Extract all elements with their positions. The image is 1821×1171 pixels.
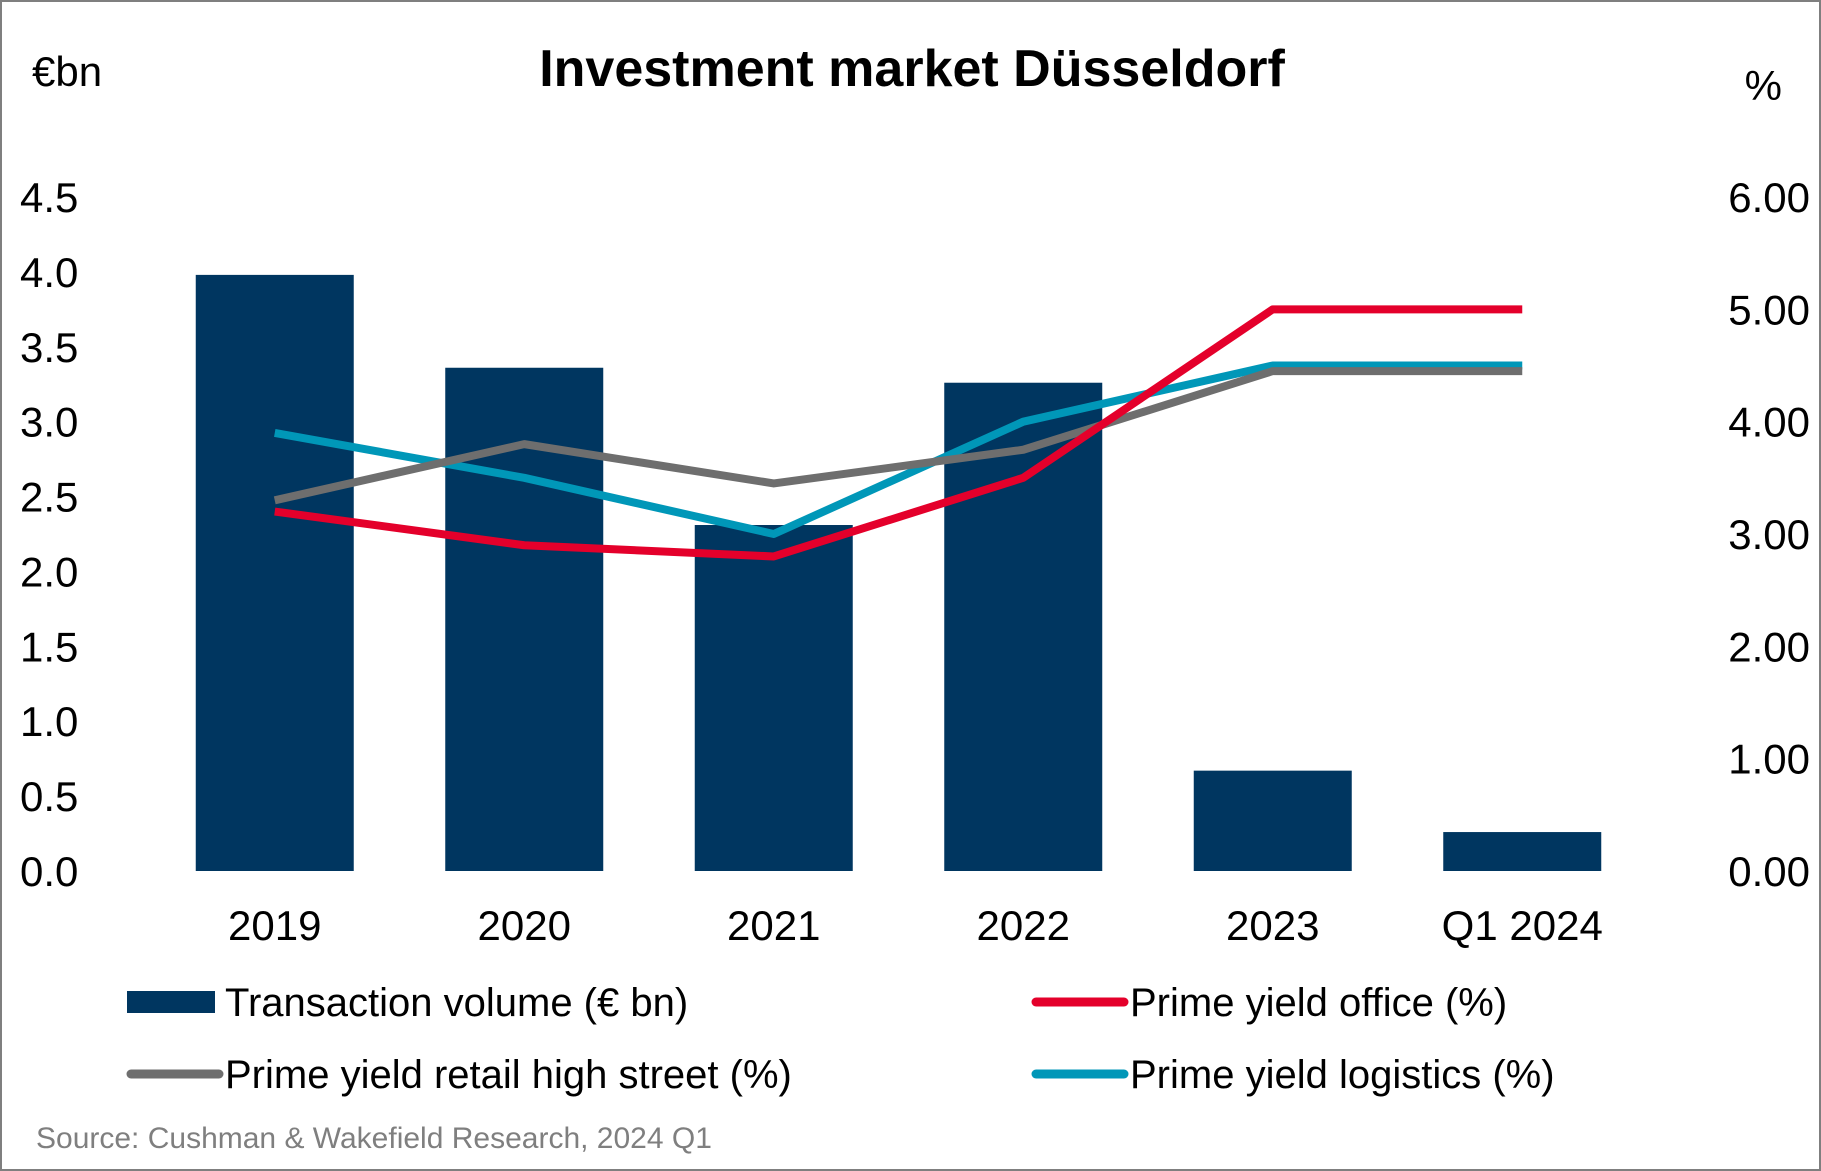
x-tick-label: Q1 2024 bbox=[1442, 902, 1603, 949]
x-tick-label: 2021 bbox=[727, 902, 820, 949]
left-tick-label: 0.0 bbox=[20, 848, 78, 895]
legend-label: Prime yield office (%) bbox=[1130, 981, 1507, 1025]
x-tick-label: 2019 bbox=[228, 902, 321, 949]
line-prime-yield-office bbox=[274, 305, 1523, 561]
left-tick-label: 3.0 bbox=[20, 399, 78, 446]
bar-2023 bbox=[1193, 770, 1352, 871]
legend-label: Transaction volume (€ bn) bbox=[225, 981, 688, 1025]
legend-item: Prime yield office (%) bbox=[1031, 981, 1507, 1025]
chart-title: Investment market Düsseldorf bbox=[539, 40, 1285, 98]
bar-2022 bbox=[944, 382, 1103, 871]
legend-label: Prime yield logistics (%) bbox=[1130, 1053, 1555, 1097]
left-tick-label: 1.0 bbox=[20, 698, 78, 745]
x-tick-label: 2022 bbox=[977, 902, 1070, 949]
right-tick-label: 1.00 bbox=[1728, 736, 1810, 783]
left-tick-label: 3.5 bbox=[20, 324, 78, 371]
left-axis-unit: €bn bbox=[32, 48, 102, 95]
right-tick-label: 4.00 bbox=[1728, 399, 1810, 446]
left-tick-label: 2.0 bbox=[20, 548, 78, 595]
legend-item: Prime yield retail high street (%) bbox=[126, 1053, 792, 1097]
legend-label: Prime yield retail high street (%) bbox=[225, 1053, 792, 1097]
x-tick-label: 2023 bbox=[1226, 902, 1319, 949]
right-axis-unit: % bbox=[1745, 62, 1782, 109]
x-axis-ticks: 2019 2020 2021 2022 2023 Q1 2024 bbox=[228, 902, 1603, 949]
x-tick-label: 2020 bbox=[478, 902, 571, 949]
line-prime-yield-retail-high-street bbox=[273, 367, 1523, 505]
left-tick-label: 0.5 bbox=[20, 773, 78, 820]
left-tick-label: 2.5 bbox=[20, 474, 78, 521]
right-axis-ticks: 0.00 1.00 2.00 3.00 4.00 5.00 6.00 bbox=[1728, 174, 1810, 895]
legend: Transaction volume (€ bn) Prime yield off… bbox=[126, 981, 1555, 1097]
legend-item: Prime yield logistics (%) bbox=[1031, 1053, 1555, 1097]
left-tick-label: 4.0 bbox=[20, 249, 78, 296]
legend-swatch-bar bbox=[127, 991, 215, 1013]
line-series-group bbox=[273, 305, 1523, 561]
right-tick-label: 0.00 bbox=[1728, 848, 1810, 895]
right-tick-label: 6.00 bbox=[1728, 174, 1810, 221]
source-note: Source: Cushman & Wakefield Research, 20… bbox=[36, 1122, 712, 1155]
line-prime-yield-logistics bbox=[274, 361, 1523, 538]
right-tick-label: 5.00 bbox=[1728, 286, 1810, 333]
bar-2019 bbox=[195, 274, 354, 872]
bar-q1-2024 bbox=[1443, 832, 1602, 871]
left-tick-label: 4.5 bbox=[20, 174, 78, 221]
right-tick-label: 3.00 bbox=[1728, 511, 1810, 558]
legend-item: Transaction volume (€ bn) bbox=[127, 981, 688, 1025]
right-tick-label: 2.00 bbox=[1728, 623, 1810, 670]
left-axis-ticks: 0.0 0.5 1.0 1.5 2.0 2.5 3.0 3.5 4.0 4.5 bbox=[20, 174, 78, 895]
bar-2021 bbox=[694, 525, 853, 871]
left-tick-label: 1.5 bbox=[20, 623, 78, 670]
